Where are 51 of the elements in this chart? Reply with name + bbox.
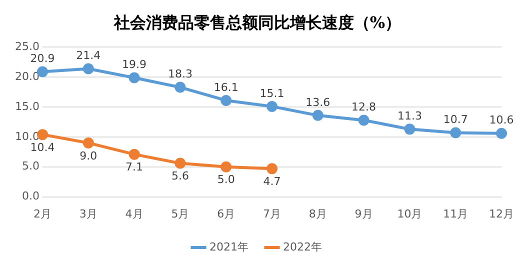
y-tick-label: 0.0 [22, 190, 40, 203]
x-tick-label: 4月 [125, 207, 144, 220]
data-label: 19.9 [122, 58, 147, 72]
data-label: 10.6 [489, 114, 514, 127]
y-tick-label: 5.0 [22, 160, 40, 173]
data-label: 11.3 [397, 110, 422, 123]
point [358, 114, 370, 126]
legend-label: 2022年 [283, 240, 322, 254]
point [82, 63, 94, 74]
data-label: 15.1 [260, 86, 284, 100]
legend-label: 2021年 [210, 240, 249, 254]
data-label: 10.7 [443, 113, 468, 126]
point [312, 110, 324, 121]
point [266, 100, 278, 112]
x-tick-label: 11月 [443, 207, 468, 220]
point [174, 158, 186, 169]
x-tick-label: 2月 [33, 207, 52, 220]
point [220, 161, 232, 172]
y-tick-label: 20.0 [14, 70, 40, 83]
chart-title: 社会消费品零售总额同比增长速度（%） [112, 12, 402, 32]
x-tick-label: 8月 [308, 207, 327, 220]
x-tick-label: 9月 [354, 207, 373, 220]
point [450, 127, 462, 138]
point [128, 72, 140, 84]
point [496, 128, 507, 139]
data-label: 13.6 [306, 96, 330, 109]
y-tick-label: 15.0 [14, 100, 40, 113]
data-label: 9.0 [80, 149, 98, 162]
x-tick-label: 12月 [489, 207, 514, 220]
point [404, 124, 416, 135]
x-tick-label: 10月 [397, 207, 422, 220]
data-label: 21.4 [76, 49, 101, 62]
data-label: 7.1 [126, 160, 144, 174]
point [266, 163, 278, 174]
data-label: 10.4 [30, 140, 55, 154]
point [174, 82, 186, 93]
x-tick-label: 7月 [262, 207, 281, 220]
data-label: 12.8 [352, 100, 376, 114]
y-tick-label: 25.0 [14, 40, 40, 54]
x-tick-label: 5月 [171, 207, 190, 220]
x-tick-label: 6月 [217, 207, 236, 220]
x-tick-label: 3月 [79, 207, 98, 220]
point [128, 148, 140, 160]
data-label: 16.1 [214, 80, 238, 94]
data-label: 4.7 [263, 175, 281, 188]
point [82, 137, 94, 148]
data-label: 18.3 [168, 68, 192, 81]
data-label: 5.6 [171, 170, 189, 183]
data-label: 20.9 [30, 52, 55, 66]
data-label: 5.0 [217, 173, 235, 186]
point [220, 94, 232, 106]
